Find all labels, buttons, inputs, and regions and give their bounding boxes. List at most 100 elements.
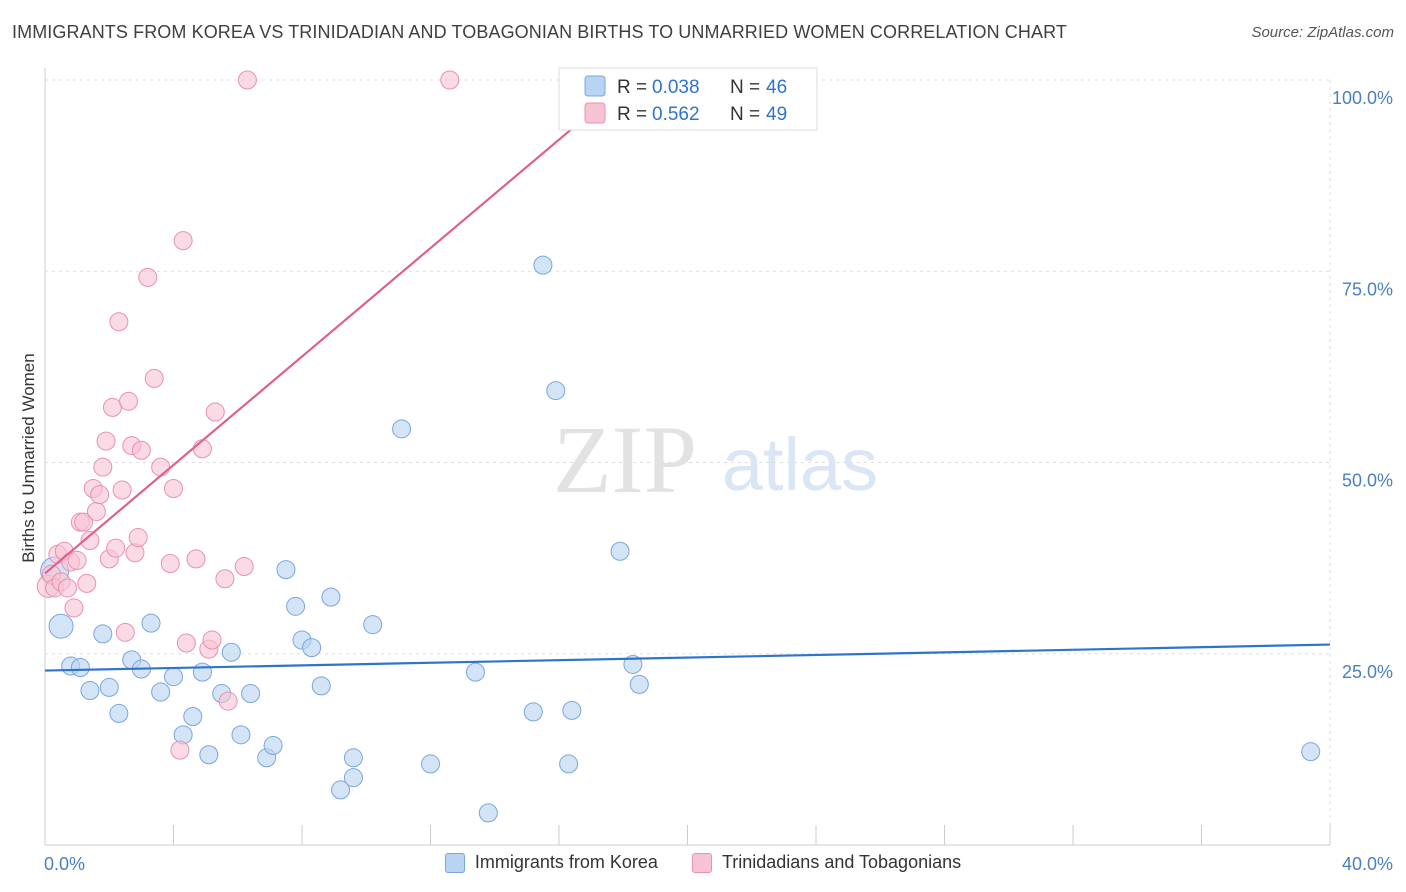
watermark: ZIP atlas xyxy=(553,406,878,513)
legend-n-label-blue: N = xyxy=(730,77,760,98)
points-pink-point-27 xyxy=(125,543,145,563)
series-trinidad-points xyxy=(36,70,643,760)
x-tick-labels: 0.0% 40.0% xyxy=(44,854,1393,874)
points-blue-point-11 xyxy=(151,682,171,702)
points-pink-point-39 xyxy=(192,439,212,459)
points-pink-point-32 xyxy=(151,457,171,477)
points-blue-point-10 xyxy=(141,613,161,633)
points-blue-point-45 xyxy=(1301,742,1321,762)
points-pink-point-25 xyxy=(119,391,139,411)
series-korea-points xyxy=(40,255,1321,823)
points-blue-point-4 xyxy=(80,680,100,700)
points-blue-point-7 xyxy=(109,703,129,723)
points-pink-point-6 xyxy=(57,578,77,598)
legend-swatch-pink xyxy=(584,102,606,124)
y-tick-label-100: 100.0% xyxy=(1332,88,1393,108)
gridlines xyxy=(45,79,1331,845)
points-blue-point-41 xyxy=(562,700,582,720)
points-pink-point-36 xyxy=(173,231,193,251)
points-pink-point-34 xyxy=(164,479,183,499)
legend-n-value-pink: 49 xyxy=(766,104,787,125)
x-tick-label-max: 40.0% xyxy=(1342,854,1393,874)
trend-lines xyxy=(44,79,1331,672)
legend-n-label-pink: N = xyxy=(730,104,760,125)
points-blue-point-39 xyxy=(546,381,566,401)
x-tick-label-min: 0.0% xyxy=(44,854,85,874)
points-blue-point-43 xyxy=(623,654,643,674)
points-blue-point-34 xyxy=(421,754,440,774)
points-pink-point-38 xyxy=(186,549,206,569)
legend-label-trinidad: Trinidadians and Tobagonians xyxy=(721,852,962,872)
points-pink-point-35 xyxy=(170,740,190,760)
points-blue-point-13 xyxy=(173,725,193,745)
points-pink-point-47 xyxy=(440,70,460,90)
legend-r-label-blue: R = xyxy=(617,77,647,98)
points-blue-point-33 xyxy=(392,419,412,439)
legend-n-value-blue: 46 xyxy=(766,77,787,98)
points-pink-point-28 xyxy=(128,527,148,547)
points-pink-point-41 xyxy=(202,630,222,650)
points-blue-point-20 xyxy=(241,684,261,704)
legend-r-value-blue: 0.038 xyxy=(652,77,700,98)
points-blue-point-31 xyxy=(343,768,363,788)
axes xyxy=(44,68,1331,846)
points-blue-point-32 xyxy=(363,615,383,635)
points-blue-point-19 xyxy=(231,725,251,745)
points-blue-point-16 xyxy=(199,745,219,765)
points-pink-point-33 xyxy=(160,553,180,573)
points-pink-point-11 xyxy=(74,512,94,532)
points-blue-point-23 xyxy=(276,560,296,580)
points-blue-point-6 xyxy=(99,677,119,697)
points-blue-point-44 xyxy=(629,674,649,694)
legend-r-value-pink: 0.562 xyxy=(652,104,700,125)
legend-swatch-blue xyxy=(584,75,606,97)
y-tick-labels: 25.0% 50.0% 75.0% 100.0% xyxy=(1332,88,1393,682)
points-pink-point-17 xyxy=(93,457,113,477)
legend-item-trinidad[interactable]: Trinidadians and Tobagonians xyxy=(691,852,962,873)
points-blue-point-40 xyxy=(559,754,579,774)
legend-r-label-pink: R = xyxy=(617,104,647,125)
points-blue-point-28 xyxy=(321,587,341,607)
points-blue-point-24 xyxy=(286,596,306,616)
points-pink-point-18 xyxy=(96,431,116,451)
points-blue-point-37 xyxy=(523,702,543,722)
chart-title: IMMIGRANTS FROM KOREA VS TRINIDADIAN AND… xyxy=(12,22,1067,42)
trend-line-trinidad xyxy=(44,79,631,575)
legend-label-korea: Immigrants from Korea xyxy=(474,852,658,872)
points-blue-point-1 xyxy=(48,613,74,639)
points-pink-point-46 xyxy=(237,70,257,90)
points-pink-point-44 xyxy=(218,691,238,711)
points-pink-point-21 xyxy=(106,538,126,558)
watermark-zip: ZIP xyxy=(553,406,697,513)
points-blue-point-22 xyxy=(263,736,283,756)
points-pink-point-20 xyxy=(102,397,122,417)
points-blue-point-30 xyxy=(343,748,363,768)
y-axis-title: Births to Unmarried Women xyxy=(19,353,38,562)
points-pink-point-42 xyxy=(205,402,225,422)
points-pink-point-13 xyxy=(80,531,100,551)
points-blue-point-27 xyxy=(311,676,331,696)
legend-item-korea[interactable]: Immigrants from Korea xyxy=(444,852,658,873)
points-pink-point-45 xyxy=(234,557,254,577)
points-blue-point-18 xyxy=(221,642,241,662)
points-pink-point-30 xyxy=(138,267,158,287)
points-blue-point-14 xyxy=(183,706,203,726)
points-pink-point-37 xyxy=(176,633,196,653)
points-pink-point-16 xyxy=(90,485,110,505)
points-blue-point-38 xyxy=(533,255,553,275)
source-label: Source: ZipAtlas.com xyxy=(1251,24,1394,41)
points-blue-point-5 xyxy=(93,624,113,644)
points-pink-point-23 xyxy=(112,480,132,500)
points-blue-point-3 xyxy=(70,658,90,678)
points-blue-point-26 xyxy=(302,638,322,658)
y-tick-label-50: 50.0% xyxy=(1342,471,1393,491)
y-tick-label-75: 75.0% xyxy=(1342,279,1393,299)
points-blue-point-12 xyxy=(164,667,183,687)
points-pink-point-24 xyxy=(115,622,135,642)
trend-line-korea xyxy=(44,643,1331,672)
points-pink-point-9 xyxy=(67,550,87,570)
stats-legend: R = 0.038 N = 46 R = 0.562 N = 49 xyxy=(558,67,818,131)
points-pink-point-12 xyxy=(77,573,97,593)
y-tick-label-25: 25.0% xyxy=(1342,662,1393,682)
